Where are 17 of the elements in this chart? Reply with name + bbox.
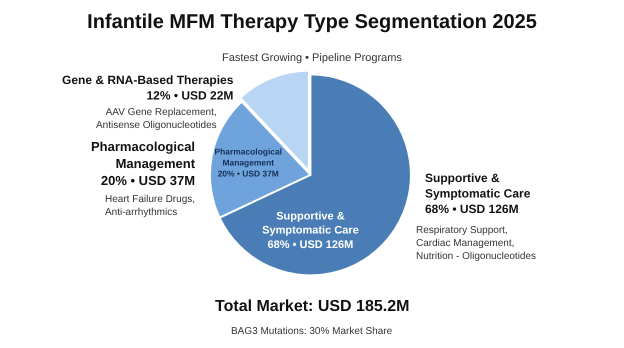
data-label: 12% • USD 22M (146, 88, 234, 103)
text: Heart Failure Drugs, Anti-arrhythmics (105, 194, 196, 218)
text: 68% • USD 126M (425, 202, 519, 216)
chart-title: Infantile MFM Therapy Type Segmentation 2025 (87, 10, 537, 33)
slice-label: Pharmacological Management (214, 146, 282, 168)
text: 20% • USD 37M (100, 172, 196, 188)
data-label: 20% • USD 37M (218, 168, 279, 178)
slice-label: Supportive & Symptomatic Care (425, 171, 531, 201)
text: Respiratory Support, Cardiac Management, Nutrition - Oligonucleotides (416, 225, 536, 262)
slice-label: Gene & RNA-Based Therapies (62, 73, 234, 87)
text: Fastest Growing • Pipeline Programs (222, 52, 402, 64)
text: BAG3 Mutations: 30% Market Share (231, 326, 393, 337)
text: AAV Gene Replacement, Antisense Oligonucleotides (96, 107, 217, 131)
text: Total Market: USD 185.2M (215, 298, 410, 315)
slice-label: Pharmacological Management (91, 139, 196, 171)
slice-label: Supportive & Symptomatic Care (262, 210, 359, 237)
data-label: 68% • USD 126M (268, 239, 354, 252)
